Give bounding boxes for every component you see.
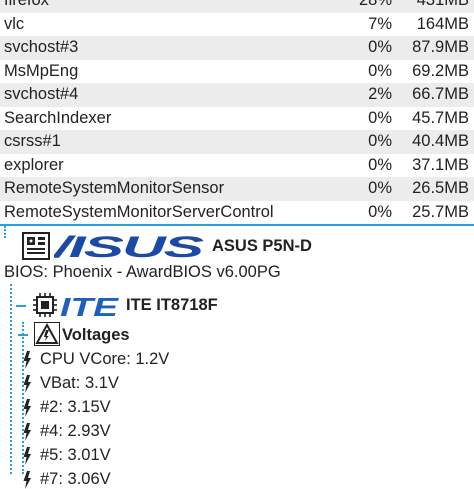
ite-logo-text: ITE — [60, 294, 119, 320]
tree-guide-line — [10, 284, 12, 474]
process-memory: 37.1MB — [412, 155, 469, 174]
process-name: explorer — [4, 155, 64, 174]
process-row[interactable]: explorer 0% 37.1MB — [0, 154, 474, 178]
process-memory: 164MB — [416, 14, 469, 33]
process-row[interactable]: SearchIndexer 0% 45.7MB — [0, 107, 474, 131]
process-table: firefox 28% 431MB vlc 7% 164MB svchost#3 0% 87.9… — [0, 0, 474, 224]
process-row[interactable]: MsMpEng 0% 69.2MB — [0, 60, 474, 84]
process-cpu: 2% — [368, 85, 392, 103]
process-cpu: 0% — [368, 179, 392, 197]
mainboard-name[interactable]: ASUS P5N-D — [212, 237, 312, 255]
voltage-reading[interactable]: #4: 2.93V — [40, 422, 111, 440]
collapse-chip-toggle[interactable] — [16, 305, 26, 307]
process-row[interactable]: svchost#4 2% 66.7MB — [0, 83, 474, 107]
process-cpu: 0% — [368, 61, 392, 80]
process-cpu: 0% — [368, 202, 392, 221]
voltages-label[interactable]: Voltages — [62, 326, 130, 344]
tree-guide-line — [22, 322, 24, 474]
process-cpu: 28% — [358, 0, 392, 9]
voltage-bolt-icon — [23, 447, 31, 465]
process-name: RemoteSystemMonitorServerControl — [4, 202, 274, 221]
voltage-bolt-icon — [23, 423, 31, 441]
hardware-tree: /ISUS ASUS P5N-D BIOS: Phoenix - AwardBI… — [0, 226, 474, 489]
collapse-voltages-toggle[interactable] — [18, 334, 28, 336]
process-name: RemoteSystemMonitorSensor — [4, 179, 225, 197]
process-cpu: 0% — [368, 132, 392, 150]
process-name: svchost#3 — [4, 38, 79, 56]
voltage-reading[interactable]: #7: 3.06V — [40, 470, 111, 488]
chip-icon[interactable] — [32, 292, 58, 318]
process-row[interactable]: RemoteSystemMonitorServerControl 0% 25.7MB — [0, 201, 474, 225]
voltage-bolt-icon — [23, 351, 31, 369]
asus-logo-text: /ISUS — [54, 234, 204, 260]
process-cpu: 0% — [368, 108, 392, 127]
process-name: vlc — [4, 14, 25, 33]
process-name: MsMpEng — [4, 61, 79, 80]
process-memory: 87.9MB — [412, 38, 469, 56]
asus-logo[interactable]: /ISUS — [54, 234, 204, 260]
process-name: svchost#4 — [4, 85, 79, 103]
process-memory: 26.5MB — [412, 179, 469, 197]
bios-info: BIOS: Phoenix - AwardBIOS v6.00PG — [4, 263, 281, 281]
tree-guide-line — [4, 226, 6, 238]
motherboard-icon[interactable] — [22, 232, 50, 260]
process-memory: 40.4MB — [412, 132, 469, 150]
section-divider — [0, 224, 474, 226]
process-name: csrss#1 — [4, 132, 61, 150]
process-memory: 25.7MB — [412, 202, 469, 221]
process-name: firefox — [4, 0, 49, 9]
process-row[interactable]: firefox 28% 431MB — [0, 0, 474, 13]
voltage-bolt-icon — [23, 399, 31, 417]
warning-triangle-icon[interactable] — [34, 322, 60, 346]
ite-logo[interactable]: ITE — [60, 294, 122, 320]
voltage-reading[interactable]: #5: 3.01V — [40, 446, 111, 464]
process-cpu: 0% — [368, 155, 392, 174]
process-row[interactable]: csrss#1 0% 40.4MB — [0, 130, 474, 154]
voltage-reading[interactable]: CPU VCore: 1.2V — [40, 350, 170, 368]
voltage-reading[interactable]: #2: 3.15V — [40, 398, 111, 416]
sensor-chip-name[interactable]: ITE IT8718F — [126, 296, 218, 314]
process-row[interactable]: svchost#3 0% 87.9MB — [0, 36, 474, 60]
process-memory: 431MB — [416, 0, 469, 9]
process-memory: 69.2MB — [412, 61, 469, 80]
process-memory: 66.7MB — [412, 85, 469, 103]
process-row[interactable]: vlc 7% 164MB — [0, 13, 474, 37]
process-memory: 45.7MB — [412, 108, 469, 127]
process-cpu: 7% — [368, 14, 392, 33]
voltage-reading[interactable]: VBat: 3.1V — [40, 374, 119, 392]
voltage-bolt-icon — [23, 375, 31, 393]
process-cpu: 0% — [368, 38, 392, 56]
process-name: SearchIndexer — [4, 108, 112, 127]
process-row[interactable]: RemoteSystemMonitorSensor 0% 26.5MB — [0, 177, 474, 201]
